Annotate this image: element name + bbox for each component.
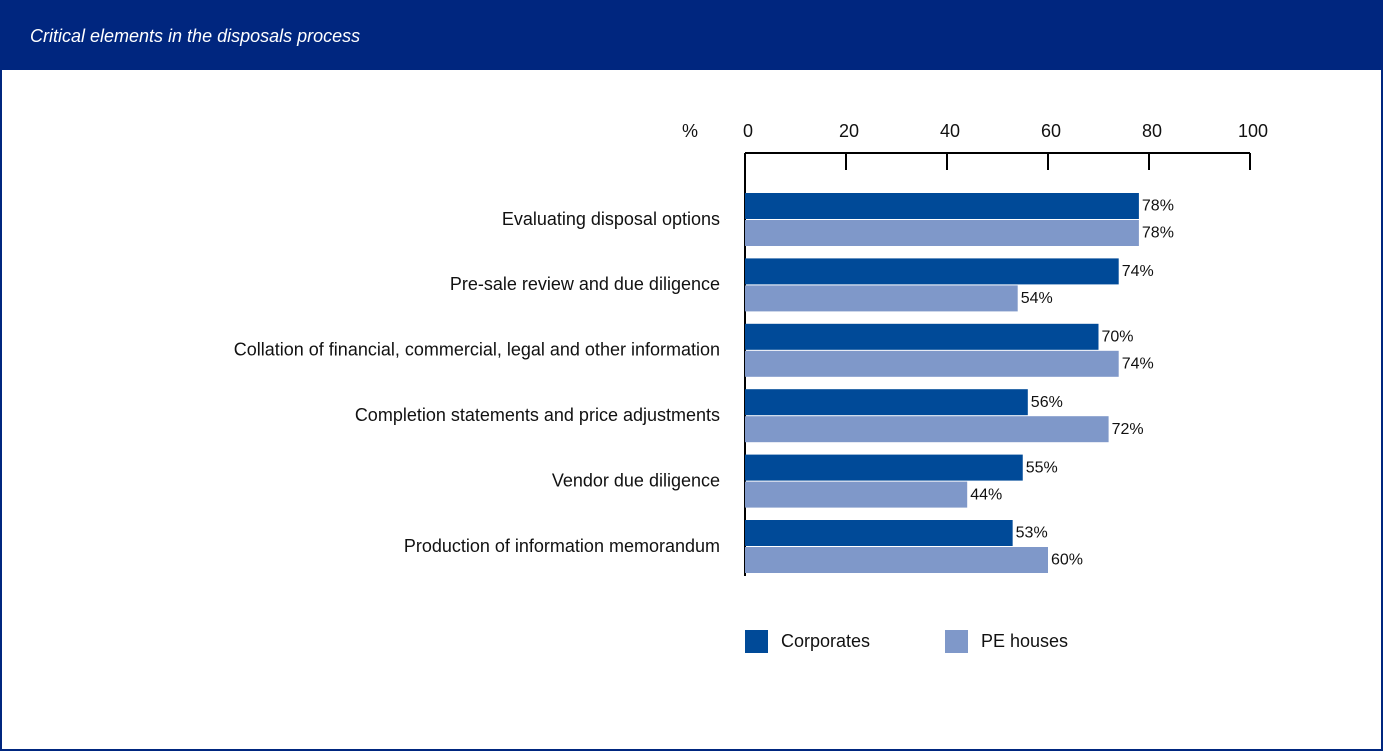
value-label: 74% [1122,263,1154,280]
bar [745,547,1048,573]
value-label: 72% [1112,421,1144,438]
category-label: Completion statements and price adjustme… [355,405,720,425]
legend-label: PE houses [981,631,1068,651]
category-label: Production of information memorandum [404,536,720,556]
value-label: 54% [1021,290,1053,307]
legend-label: Corporates [781,631,870,651]
value-label: 78% [1142,198,1174,215]
bar [745,481,968,508]
bar [745,285,1018,312]
x-tick-label: 0 [743,121,753,141]
bar [745,520,1013,546]
x-tick-label: 40 [940,121,960,141]
value-label: 55% [1026,459,1058,476]
category-label: Evaluating disposal options [502,209,720,229]
bar [745,220,1139,246]
value-label: 44% [970,486,1002,503]
header-band [0,0,1383,70]
bar [745,350,1119,377]
legend-swatch [945,630,968,653]
x-tick-label: 100 [1238,121,1268,141]
bar [745,323,1099,350]
x-tick-label: 20 [839,121,859,141]
x-tick-label: 60 [1041,121,1061,141]
bar [745,454,1023,481]
category-label: Collation of financial, commercial, lega… [234,340,720,360]
value-label: 53% [1016,525,1048,542]
x-tick-label: 80 [1142,121,1162,141]
axis-unit: % [682,121,698,141]
category-label: Pre-sale review and due diligence [450,274,720,294]
category-label: Vendor due diligence [552,470,720,490]
value-label: 78% [1142,225,1174,242]
value-label: 70% [1102,329,1134,346]
bar [745,416,1109,443]
value-label: 56% [1031,394,1063,411]
chart-title: Critical elements in the disposals proce… [30,26,360,46]
bar [745,258,1119,285]
value-label: 74% [1122,356,1154,373]
bar [745,193,1139,219]
bar [745,389,1028,416]
legend-swatch [745,630,768,653]
value-label: 60% [1051,552,1083,569]
